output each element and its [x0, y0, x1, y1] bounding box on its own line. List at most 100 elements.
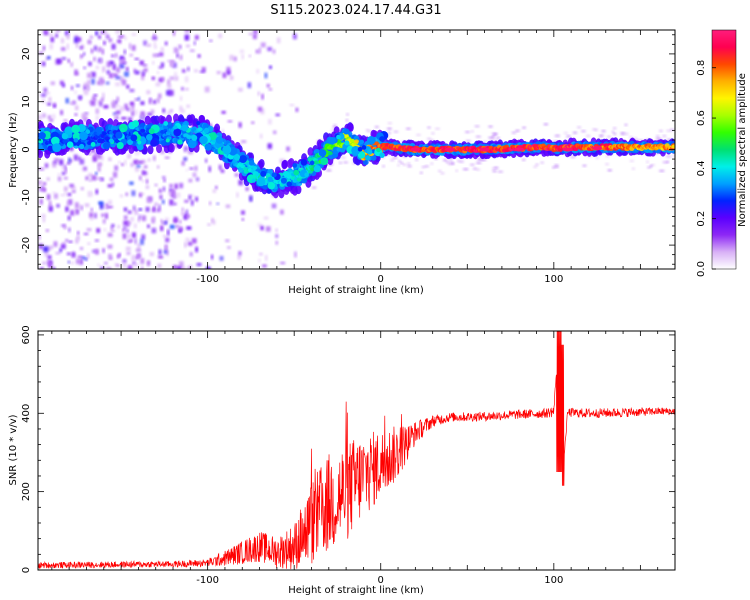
- spectrogram-noise-cell: [146, 90, 151, 95]
- spectrogram-noise-cell: [75, 209, 79, 215]
- spectrogram-noise-cell: [131, 33, 137, 36]
- spectrogram-noise-cell: [150, 109, 155, 114]
- spectrogram-noise-cell: [97, 47, 102, 53]
- spectrogram-noise-cell: [178, 229, 182, 233]
- spectrogram-noise-cell: [56, 30, 60, 33]
- spectrogram-noise-cell: [52, 162, 57, 168]
- spectrogram-noise-cell: [159, 52, 164, 57]
- spectrogram-noise-cell: [279, 158, 285, 164]
- spectrogram-noise-cell: [126, 228, 129, 233]
- spectrogram-noise-cell: [89, 35, 93, 39]
- spectrogram-noise-cell: [209, 201, 212, 205]
- spectrogram-haze-cell: [624, 123, 628, 126]
- spectrogram-haze-cell: [427, 137, 432, 140]
- spectrogram-blob: [307, 157, 313, 162]
- spectrogram-noise-cell: [40, 188, 46, 191]
- spectrogram-noise-cell: [102, 66, 106, 73]
- spectrogram-noise-cell: [156, 208, 161, 213]
- spectrogram-noise-cell: [158, 77, 163, 83]
- spectrogram-noise-cell: [47, 246, 51, 251]
- spectrogram-noise-cell: [158, 66, 163, 69]
- spectrogram-haze-cell: [478, 158, 484, 161]
- spectrogram-noise-cell: [152, 53, 158, 57]
- spectrogram-noise-cell: [101, 213, 106, 217]
- spectrogram-haze-cell: [470, 163, 475, 166]
- spectrogram-noise-cell: [64, 167, 67, 174]
- snr-series-line: [38, 331, 675, 570]
- spectrogram-ridge-cell: [313, 160, 319, 165]
- spectrogram-noise-cell: [138, 208, 142, 211]
- spectrogram-noise-cell: [127, 117, 133, 122]
- spectrogram-noise-cell: [134, 70, 140, 75]
- spectrogram-noise-cell: [265, 255, 268, 261]
- spectrogram-haze-cell: [471, 130, 474, 133]
- spectrogram-noise-cell: [148, 100, 152, 104]
- spectrogram-haze-cell: [449, 162, 454, 165]
- spectrogram-noise-cell: [140, 101, 145, 105]
- spectrogram-noise-cell: [163, 179, 166, 182]
- colorbar-frame: [711, 29, 737, 270]
- spectrogram-blob: [351, 145, 361, 155]
- spectrogram-blob: [127, 139, 134, 146]
- spectrogram-noise-cell: [99, 178, 103, 182]
- spectrogram-noise-cell: [248, 54, 251, 58]
- spectrogram-noise-cell: [141, 266, 144, 269]
- spectrogram-noise-cell: [151, 207, 156, 213]
- spectrogram-noise-cell: [172, 31, 176, 36]
- spectrogram-blob: [320, 157, 329, 166]
- spectrogram-noise-cell: [127, 154, 130, 159]
- spectrogram-blob: [309, 160, 315, 166]
- spectrogram-noise-cell: [173, 47, 179, 54]
- spectrogram-noise-cell: [137, 217, 140, 223]
- spectrogram-noise-cell: [275, 240, 279, 245]
- spectrogram-noise-cell: [184, 242, 187, 248]
- spectrogram-blob: [379, 152, 385, 158]
- spectrogram-noise-cell: [185, 169, 188, 172]
- spectrogram-noise-cell: [60, 110, 64, 116]
- spectrogram-haze-cell: [627, 152, 630, 155]
- spectrogram-noise-cell: [182, 266, 185, 269]
- spectrogram-noise-cell: [90, 208, 93, 212]
- spectrogram-noise-cell: [123, 220, 128, 226]
- spectrogram-noise-cell: [156, 98, 160, 104]
- spectrogram-noise-cell: [133, 159, 139, 165]
- spectrogram-noise-cell: [61, 171, 65, 175]
- spectrogram-noise-cell: [57, 173, 62, 176]
- spectrogram-noise-cell: [79, 259, 83, 265]
- spectrogram-noise-cell: [98, 35, 101, 39]
- colorbar-tick-label: 0.2: [696, 211, 707, 227]
- spectrogram-noise-cell: [178, 261, 184, 267]
- spectrogram-noise-cell: [260, 42, 266, 48]
- spectrogram-noise-cell: [74, 69, 78, 76]
- spectrogram-noise-cell: [62, 83, 65, 88]
- spectrogram-noise-cell: [179, 182, 184, 189]
- spectrogram-blob: [267, 182, 276, 190]
- spectrogram-noise-cell: [173, 191, 176, 198]
- spectrogram-blob: [66, 141, 74, 149]
- spectrogram-noise-cell: [189, 49, 195, 52]
- spectrogram-noise-cell: [174, 76, 179, 81]
- spectrogram-haze-cell: [493, 133, 498, 136]
- spectrogram-blob: [199, 135, 208, 145]
- spectrogram-noise-cell: [120, 59, 126, 62]
- spectrogram-noise-cell: [41, 93, 46, 97]
- spectrogram-noise-cell: [147, 158, 151, 162]
- spectrogram-noise-cell: [85, 176, 89, 181]
- spectrogram-haze-cell: [540, 161, 544, 164]
- spectrogram-noise-cell: [39, 51, 43, 55]
- spectrogram-noise-cell: [84, 112, 89, 115]
- spectrogram-noise-cell: [77, 156, 81, 161]
- spectrogram-noise-cell: [219, 256, 224, 261]
- spectrogram-noise-cell: [241, 140, 247, 143]
- spectrogram-bright-spot: [562, 147, 573, 152]
- spectrogram-blob: [260, 170, 267, 177]
- spectrogram-noise-cell: [87, 79, 91, 85]
- spectrogram-haze-cell: [481, 158, 487, 161]
- spectrogram-haze-cell: [533, 165, 538, 168]
- spectrogram-noise-cell: [93, 154, 96, 159]
- spectrogram-noise-cell: [169, 183, 173, 188]
- colorbar-tick-label: 0.0: [696, 261, 707, 277]
- spectrogram-ridge-cell: [165, 114, 172, 124]
- spectrogram-haze-cell: [435, 127, 440, 130]
- spectrogram-noise-cell: [142, 73, 145, 77]
